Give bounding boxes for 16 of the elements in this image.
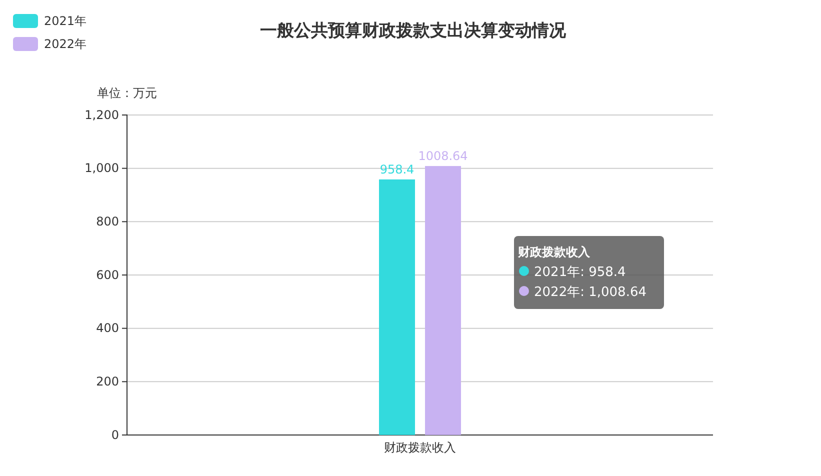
legend-label: 2022年 — [44, 37, 87, 51]
y-tick-label: 200 — [96, 374, 119, 389]
y-tick-label: 1,200 — [84, 108, 119, 122]
y-axis-title: 单位：万元 — [97, 86, 157, 100]
legend-label: 2021年 — [44, 14, 87, 28]
y-tick-label: 600 — [96, 268, 119, 282]
chart-title: 一般公共预算财政拨款支出决算变动情况 — [260, 21, 567, 41]
y-tick-label: 0 — [111, 428, 119, 442]
y-tick-label: 800 — [96, 214, 119, 229]
annotation: 财政拨款收入 — [517, 245, 591, 259]
annotation: 2021年: 958.4 — [534, 265, 626, 280]
data-label: 958.4 — [380, 162, 414, 176]
y-tick-label: 1,000 — [84, 161, 119, 176]
annotation: 2022年: 1,008.64 — [534, 285, 646, 300]
data-label: 1008.64 — [418, 149, 468, 164]
y-tick-label: 400 — [96, 321, 119, 336]
